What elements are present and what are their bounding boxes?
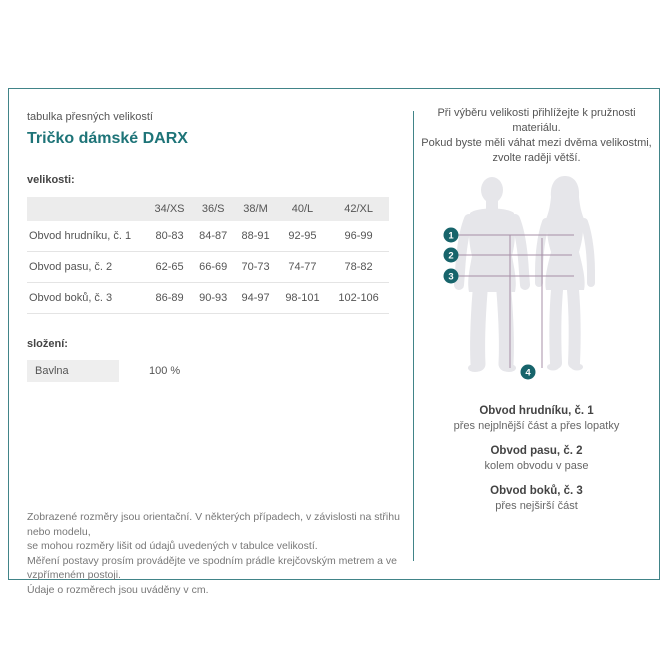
marker-2-icon [443, 247, 458, 263]
measure-title: Obvod hrudníku, č. 1 [479, 405, 594, 417]
size-value: 62-65 [147, 251, 193, 283]
size-column-header: 36/S [192, 197, 235, 221]
table-row: Obvod pasu, č. 2 62-65 66-69 70-73 74-77… [27, 251, 389, 283]
size-value: 74-77 [276, 251, 329, 283]
size-column-header: 38/M [234, 197, 277, 221]
advice-line: Při výběru velikosti přihlížejte k pružn… [437, 107, 636, 134]
row-label: Obvod pasu, č. 2 [27, 251, 147, 283]
size-table-header-row: 34/XS 36/S 38/M 40/L 42/XL [27, 197, 389, 221]
measure-title: Obvod pasu, č. 2 [490, 445, 583, 457]
male-silhouette [453, 177, 530, 372]
right-column: Při výběru velikosti přihlížejte k pružn… [414, 89, 659, 512]
size-value: 86-89 [147, 282, 193, 314]
measurement-lines [450, 234, 574, 368]
size-table: 34/XS 36/S 38/M 40/L 42/XL Obvod hrudník… [27, 197, 389, 314]
size-table-corner-cell [27, 197, 147, 221]
body-measurement-diagram: 1 2 3 4 [443, 176, 595, 380]
size-value: 80-83 [147, 221, 193, 252]
disclaimer-notes: Zobrazené rozměry jsou orientační. V něk… [27, 510, 407, 597]
marker-4-icon [520, 364, 535, 380]
measure-desc: kolem obvodu v pase [484, 460, 589, 472]
table-eyebrow: tabulka přesných velikostí [27, 111, 153, 123]
size-value: 92-95 [276, 221, 329, 252]
measure-legend: Obvod hrudníku, č. 1 přes nejplnější čás… [414, 405, 659, 512]
female-silhouette [534, 176, 595, 371]
marker-1-icon [443, 227, 458, 243]
measure-desc: přes nejplnější část a přes lopatky [453, 420, 620, 432]
size-value: 90-93 [192, 282, 235, 314]
disclaimer-line: Údaje o rozměrech jsou uváděny v cm. [27, 583, 209, 596]
row-label: Obvod boků, č. 3 [27, 282, 147, 314]
sizes-section-label: velikosti: [27, 174, 75, 186]
table-row: Obvod hrudníku, č. 1 80-83 84-87 88-91 9… [27, 221, 389, 252]
size-column-header: 40/L [276, 197, 329, 221]
marker-3-icon [443, 268, 458, 284]
size-value: 66-69 [192, 251, 235, 283]
measure-desc: přes nejširší část [495, 500, 578, 512]
composition-section-label: složení: [27, 338, 68, 350]
composition-material: Bavlna [27, 360, 119, 382]
product-title: Tričko dámské DARX [27, 130, 188, 147]
size-value: 102-106 [328, 282, 389, 314]
composition-row: Bavlna 100 % [27, 360, 397, 382]
size-value: 94-97 [234, 282, 277, 314]
disclaimer-line: Zobrazené rozměry jsou orientační. V něk… [27, 511, 400, 538]
size-value: 84-87 [192, 221, 235, 252]
column-divider [413, 111, 414, 561]
size-value: 88-91 [234, 221, 277, 252]
left-column: tabulka přesných velikostí Tričko dámské… [27, 89, 397, 382]
advice-line: zvolte raději větší. [492, 152, 581, 164]
size-value: 96-99 [328, 221, 389, 252]
table-row: Obvod boků, č. 3 86-89 90-93 94-97 98-10… [27, 282, 389, 314]
size-advice-text: Při výběru velikosti přihlížejte k pružn… [414, 106, 659, 166]
row-label: Obvod hrudníku, č. 1 [27, 221, 147, 252]
marker-2-label: 2 [448, 251, 453, 262]
measurement-markers: 1 2 3 4 [443, 227, 535, 380]
disclaimer-line: Měření postavy prosím provádějte ve spod… [27, 554, 397, 582]
measure-title: Obvod boků, č. 3 [490, 485, 583, 497]
marker-4-label: 4 [525, 368, 531, 379]
size-chart-panel: tabulka přesných velikostí Tričko dámské… [8, 88, 660, 596]
marker-3-label: 3 [448, 272, 453, 283]
size-column-header: 34/XS [147, 197, 193, 221]
composition-percent: 100 % [149, 365, 181, 377]
marker-1-label: 1 [448, 231, 454, 242]
size-column-header: 42/XL [328, 197, 389, 221]
size-value: 78-82 [328, 251, 389, 283]
disclaimer-line: se mohou rozměry lišit od údajů uvedenýc… [27, 540, 318, 552]
size-value: 98-101 [276, 282, 329, 314]
advice-line: Pokud byste měli váhat mezi dvěma veliko… [421, 137, 652, 149]
size-value: 70-73 [234, 251, 277, 283]
